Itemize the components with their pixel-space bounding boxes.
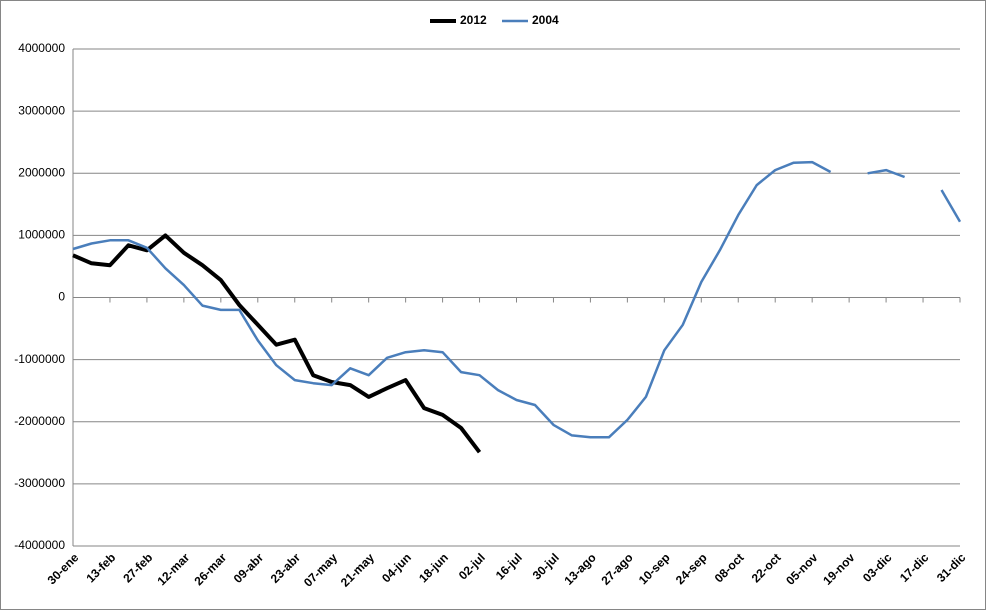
y-tick-label: 3000000 <box>18 103 65 117</box>
y-tick-label: 1000000 <box>18 228 65 242</box>
y-tick-label: 2000000 <box>18 165 65 179</box>
legend-label: 2004 <box>532 13 559 27</box>
y-tick-label: -2000000 <box>14 414 65 428</box>
y-tick-label: -3000000 <box>14 476 65 490</box>
y-tick-label: 4000000 <box>18 41 65 55</box>
y-tick-label: -1000000 <box>14 352 65 366</box>
series-line <box>72 160 962 439</box>
y-tick-label: 0 <box>58 290 65 304</box>
y-tick-label: -4000000 <box>14 538 65 552</box>
series-line <box>72 233 482 454</box>
legend-label: 2012 <box>460 13 487 27</box>
